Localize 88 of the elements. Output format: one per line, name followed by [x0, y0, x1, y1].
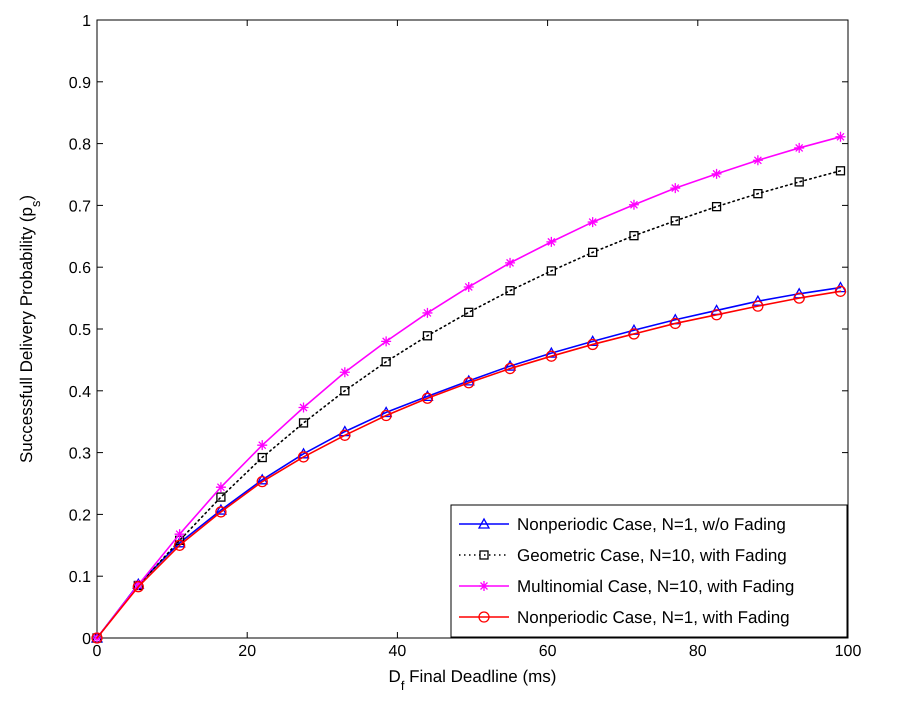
point	[463, 281, 474, 293]
point	[794, 142, 805, 154]
point	[546, 347, 558, 358]
point	[380, 410, 392, 422]
point	[174, 528, 186, 540]
point	[752, 296, 764, 306]
x-tick-label: 0	[92, 643, 102, 660]
legend-label: Geometric Case, N=10, with Fading	[517, 546, 787, 565]
y-tick-label: 0.6	[68, 260, 92, 278]
point	[258, 452, 267, 462]
x-tick-label: 60	[538, 643, 557, 660]
point	[794, 288, 805, 298]
x-axis-title: D$_{f}$ Final Deadline (ms)	[388, 667, 556, 692]
point	[546, 350, 558, 362]
y-tick-label: 0.3	[68, 446, 92, 463]
point	[504, 360, 516, 371]
legend-label: Multinomial Case, N=10, with Fading	[517, 577, 794, 596]
point	[381, 357, 391, 366]
point	[670, 216, 680, 226]
point	[463, 375, 474, 386]
point	[710, 168, 722, 180]
point	[834, 282, 846, 292]
y-tick-label: 1	[82, 13, 92, 30]
point	[587, 336, 598, 346]
point	[752, 300, 764, 312]
point	[256, 474, 268, 484]
point	[380, 406, 392, 418]
point	[298, 418, 308, 428]
point	[670, 314, 681, 324]
point	[629, 231, 639, 240]
y-tick-label: 0.7	[68, 198, 92, 216]
point	[504, 257, 516, 269]
point	[752, 154, 764, 166]
point	[340, 386, 350, 396]
point	[215, 504, 227, 515]
y-tick-label: 0.5	[68, 322, 92, 339]
point	[464, 308, 474, 317]
point	[215, 482, 227, 493]
point	[587, 216, 598, 228]
point	[836, 166, 846, 176]
point	[463, 377, 474, 388]
point	[794, 292, 805, 304]
point	[505, 286, 515, 296]
point	[710, 304, 722, 316]
point	[710, 309, 722, 320]
point	[339, 426, 350, 436]
point	[628, 324, 640, 335]
y-tick-label: 0	[82, 631, 92, 648]
point	[587, 338, 598, 350]
point	[670, 318, 681, 330]
point	[380, 336, 392, 348]
point	[256, 476, 268, 488]
point	[298, 448, 310, 458]
point	[298, 402, 310, 414]
point	[753, 189, 763, 198]
point	[298, 451, 310, 463]
point	[216, 492, 226, 502]
point	[628, 328, 640, 340]
y-tick-label: 0.8	[68, 136, 92, 154]
x-tick-label: 80	[688, 643, 707, 660]
point	[834, 131, 846, 142]
y-tick-label: 0.1	[68, 569, 92, 586]
point	[339, 430, 350, 441]
y-tick-label: 0.9	[68, 74, 92, 92]
point	[422, 331, 432, 340]
point	[215, 506, 227, 518]
y-tick-label: 0.4	[68, 384, 92, 401]
point	[422, 392, 434, 404]
point	[670, 182, 681, 194]
point	[422, 307, 434, 319]
point	[174, 540, 186, 551]
x-tick-label: 100	[834, 643, 862, 660]
x-tick-label: 40	[388, 643, 406, 660]
legend-label: Nonperiodic Case, N=1, w/o Fading	[517, 515, 786, 534]
point	[628, 199, 640, 210]
point	[504, 362, 516, 374]
y-tick-label: 0.2	[68, 507, 92, 524]
point	[794, 177, 804, 187]
point	[339, 366, 350, 378]
point	[546, 266, 556, 276]
x-tick-label: 20	[238, 643, 256, 660]
legend-label: Nonperiodic Case, N=1, with Fading	[517, 608, 790, 627]
point	[588, 248, 598, 258]
point	[546, 236, 558, 248]
point	[712, 202, 722, 212]
point	[834, 286, 846, 297]
point	[256, 440, 268, 451]
point	[422, 390, 434, 402]
